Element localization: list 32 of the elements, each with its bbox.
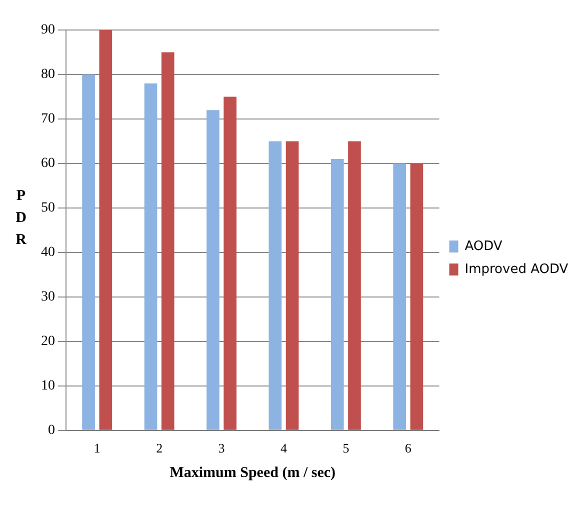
bar bbox=[206, 110, 220, 430]
bar bbox=[82, 74, 95, 430]
bar bbox=[410, 163, 424, 430]
x-tick-label: 2 bbox=[156, 440, 163, 456]
bar bbox=[224, 96, 236, 430]
bar bbox=[144, 83, 158, 430]
y-tick-label: 0 bbox=[48, 423, 55, 438]
x-tick-label: 3 bbox=[218, 440, 225, 456]
x-tick-label: 4 bbox=[280, 440, 288, 456]
y-tick-label: 70 bbox=[41, 112, 55, 127]
x-tick-label: 5 bbox=[342, 440, 350, 456]
bar bbox=[99, 30, 112, 430]
y-tick-label: 50 bbox=[41, 200, 55, 216]
y-tick-label: 10 bbox=[41, 378, 55, 394]
x-tick-label: 1 bbox=[94, 440, 100, 456]
x-tick-label: 6 bbox=[404, 440, 412, 456]
y-tick-label: 90 bbox=[41, 22, 55, 38]
x-axis-title: Maximum Speed (m / sec) bbox=[170, 464, 336, 481]
legend-label: AODV bbox=[464, 238, 502, 254]
bar bbox=[393, 163, 406, 430]
y-tick-label: 30 bbox=[41, 290, 55, 305]
bar bbox=[330, 159, 344, 430]
bar bbox=[348, 141, 361, 430]
y-tick-label: 20 bbox=[41, 334, 55, 350]
y-axis-title: PDR bbox=[14, 187, 28, 250]
bar bbox=[268, 141, 282, 430]
y-tick-label: 60 bbox=[41, 156, 55, 172]
bar bbox=[161, 52, 174, 430]
bar bbox=[286, 141, 299, 430]
y-tick-label: 40 bbox=[41, 245, 55, 260]
y-tick-label: 80 bbox=[41, 67, 55, 82]
legend-label: Improved AODV bbox=[464, 262, 568, 277]
